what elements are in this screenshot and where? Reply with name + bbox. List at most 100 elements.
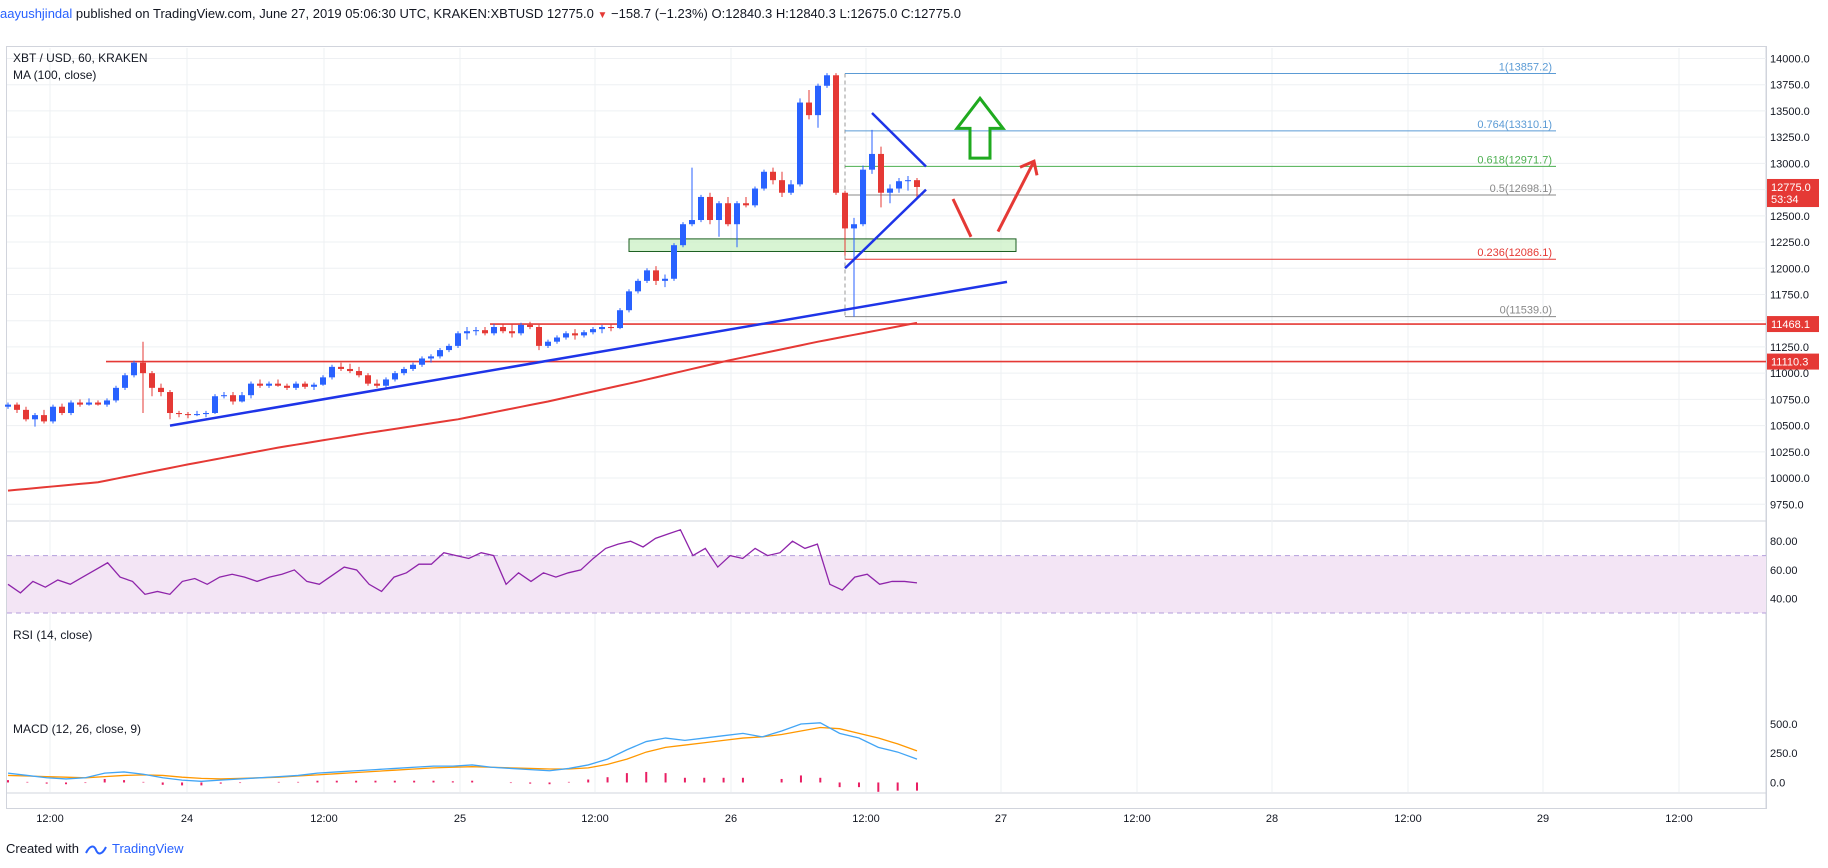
candle-body: [599, 327, 605, 330]
price-tick-label: 10500.0: [1770, 421, 1810, 433]
candle-body: [104, 400, 110, 405]
time-tick-label: 28: [1266, 813, 1278, 825]
candle-body: [734, 203, 740, 225]
candle-body: [725, 203, 731, 225]
price-tick-label: 9750.0: [1770, 499, 1804, 511]
price-tick-label: 12000.0: [1770, 263, 1810, 275]
price-tick-label: 13000.0: [1770, 158, 1810, 170]
candle-body: [428, 356, 434, 359]
candle-body: [32, 415, 38, 420]
candle-body: [482, 330, 488, 334]
candle-body: [716, 203, 722, 221]
candle-body: [500, 327, 506, 332]
candle-body: [5, 404, 11, 407]
candle-body: [815, 85, 821, 116]
candle-body: [275, 383, 281, 386]
candle-body: [653, 270, 659, 281]
candle-body: [212, 396, 218, 414]
candle-body: [401, 368, 407, 374]
trend-line: [169, 280, 1008, 427]
time-tick-label: 12:00: [852, 813, 880, 825]
candle-body: [149, 373, 155, 388]
tradingview-link[interactable]: TradingView: [112, 841, 184, 856]
price-tag-label: 11468.1: [1771, 319, 1810, 331]
candle-body: [464, 331, 470, 334]
high-label: H:: [775, 6, 789, 21]
candle-body: [383, 379, 389, 386]
candle-body: [671, 245, 677, 279]
macd-line: [7, 722, 918, 782]
candle-body: [662, 278, 668, 281]
rsi-band: [7, 555, 1766, 613]
time-tick-label: 12:00: [310, 813, 338, 825]
price-tick-label: 12500.0: [1770, 211, 1810, 223]
trend-line: [871, 112, 927, 168]
candle-body: [905, 180, 911, 182]
candle-body: [23, 409, 29, 420]
candle-body: [878, 153, 884, 193]
candle-body: [536, 327, 542, 346]
time-tick-label: 12:00: [1123, 813, 1151, 825]
price-tick-label: 12250.0: [1770, 237, 1810, 249]
price-tick-label: 13500.0: [1770, 106, 1810, 118]
price-change: −158.7 (−1.23%): [611, 6, 708, 21]
main-pane-title: XBT / USD, 60, KRAKEN: [13, 51, 148, 65]
created-with-label: Created with: [6, 841, 79, 856]
candle-body: [293, 383, 299, 388]
price-tag-label: 53:34: [1771, 194, 1799, 206]
candle-body: [167, 392, 173, 414]
price-tick-label: 10750.0: [1770, 394, 1810, 406]
fib-level-label: 0.5(12698.1): [1490, 183, 1552, 195]
candle-body: [518, 324, 524, 334]
candle-body: [122, 375, 128, 388]
candle-body: [914, 180, 920, 187]
candle-body: [131, 362, 137, 376]
close-value: 12775.0: [913, 6, 961, 21]
close-label: C:: [900, 6, 914, 21]
rsi-tick-label: 40.00: [1770, 594, 1798, 606]
candle-body: [158, 387, 164, 393]
macd-tick-label: 0.0: [1770, 777, 1785, 789]
candle-body: [437, 350, 443, 357]
candle-body: [824, 75, 830, 86]
candle-body: [680, 224, 686, 246]
candle-body: [707, 196, 713, 221]
candle-body: [806, 102, 812, 116]
candle-body: [41, 415, 47, 422]
price-tick-label: 10000.0: [1770, 473, 1810, 485]
candle-body: [770, 171, 776, 181]
price-tick-label: 11250.0: [1770, 342, 1809, 354]
macd-legend: MACD (12, 26, close, 9): [13, 722, 141, 736]
author-link[interactable]: aayushjindal: [0, 6, 73, 21]
candle-body: [446, 345, 452, 351]
tradingview-logo-icon: [84, 845, 107, 854]
low-value: 12675.0: [850, 6, 898, 21]
ma-legend: MA (100, close): [13, 68, 96, 82]
candle-body: [527, 324, 533, 328]
support-zone: [628, 238, 1017, 252]
fib-level-label: 1(13857.2): [1499, 61, 1552, 73]
candle-body: [509, 331, 515, 334]
candle-body: [896, 181, 902, 189]
candle-body: [833, 75, 839, 193]
price-tick-label: 14000.0: [1770, 53, 1810, 65]
candle-body: [869, 153, 875, 170]
candle-body: [392, 373, 398, 380]
candle-body: [644, 270, 650, 281]
price-tag-label: 12775.0: [1771, 182, 1811, 194]
time-tick-label: 12:00: [581, 813, 609, 825]
candle-body: [788, 184, 794, 193]
candle-body: [176, 413, 182, 415]
down-arrow-icon: ▼: [597, 10, 608, 21]
candle-body: [752, 188, 758, 206]
published-info: published on TradingView.com, June 27, 2…: [75, 6, 427, 21]
candle-body: [77, 402, 83, 405]
macd-tick-label: 250.0: [1770, 748, 1798, 760]
candle-body: [86, 402, 92, 405]
time-tick-label: 12:00: [1394, 813, 1422, 825]
candle-body: [608, 327, 614, 329]
price-tick-label: 11000.0: [1770, 368, 1809, 380]
time-tick-label: 12:00: [1665, 813, 1693, 825]
candle-body: [347, 368, 353, 372]
